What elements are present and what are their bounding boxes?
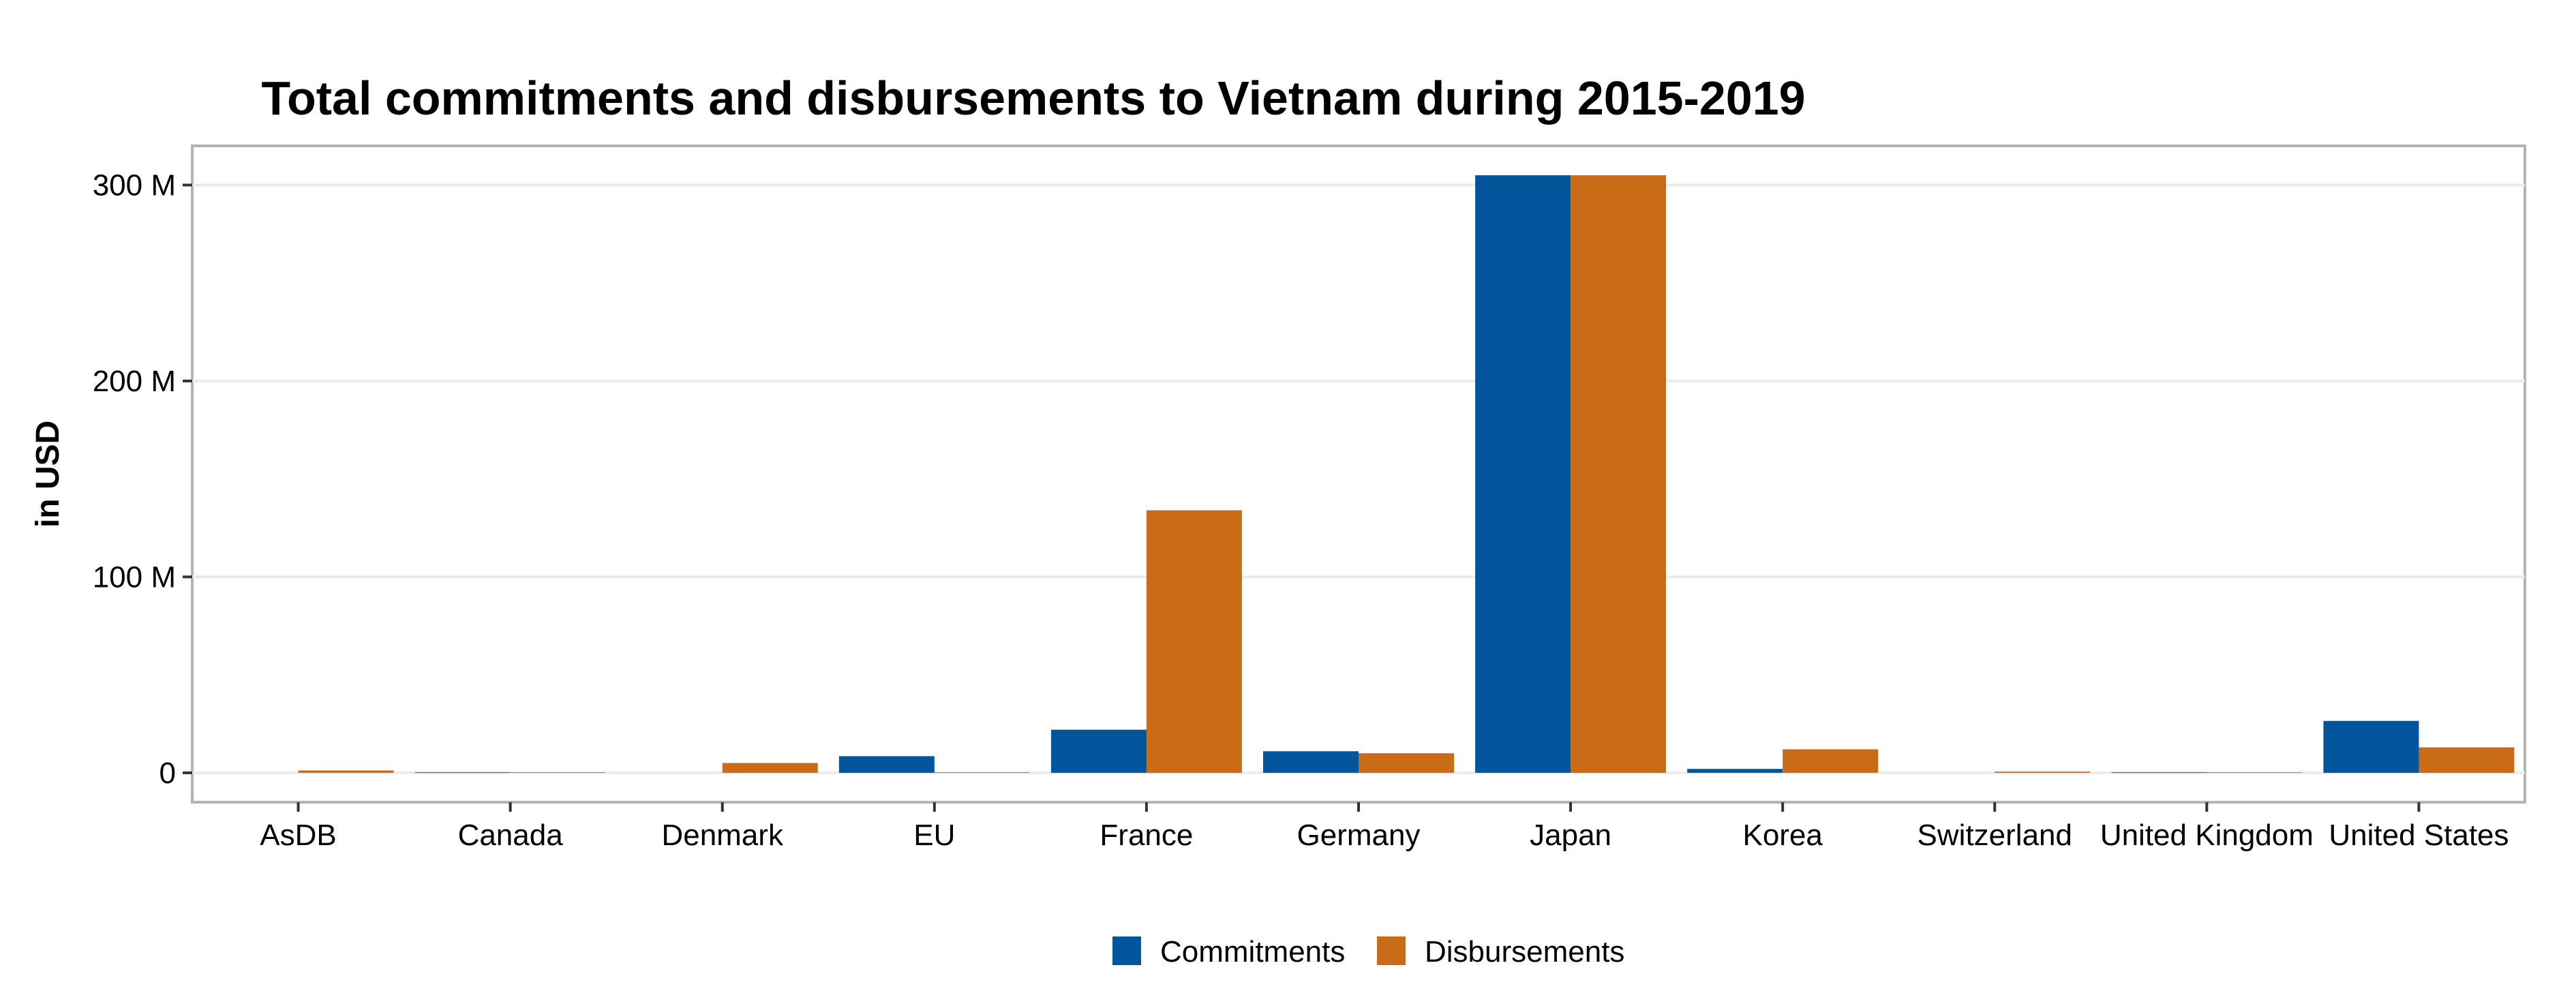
x-tick-label: United States [2329, 819, 2509, 852]
x-tick-label: Canada [458, 819, 564, 852]
bar-commitments-france [1050, 729, 1147, 773]
bar-disbursements-korea [1783, 749, 1879, 773]
y-axis: 0 100 M 200 M 300 M [93, 168, 192, 790]
x-tick-label: Germany [1297, 819, 1421, 852]
y-tick-label: 300 M [93, 168, 176, 202]
bar-disbursements-germany [1359, 753, 1454, 773]
y-axis-label: in USD [30, 421, 66, 528]
bar-disbursements-united-states [2419, 747, 2515, 773]
y-tick-label: 200 M [93, 365, 176, 398]
bar-commitments-canada [414, 772, 511, 773]
legend-swatch-commitments [1112, 936, 1141, 965]
x-axis: AsDB Canada Denmark EU France Germany Japan Kor… [260, 802, 2509, 852]
chart-title: Total commitments and disbursements to V… [261, 72, 1805, 125]
legend-swatch-disbursements [1377, 936, 1406, 965]
bar-commitments-united-states [2323, 720, 2419, 773]
legend: Commitments Disbursements [1112, 935, 1624, 969]
bar-disbursements-denmark [722, 763, 818, 773]
x-tick-label: United Kingdom [2100, 819, 2314, 852]
legend-label-commitments: Commitments [1160, 935, 1345, 969]
bar-disbursements-asdb [298, 770, 394, 773]
bar-commitments-germany [1263, 751, 1359, 773]
plot-panel [191, 144, 2526, 804]
bars [298, 175, 2515, 773]
bar-disbursements-eu [934, 772, 1030, 773]
bar-disbursements-canada [510, 772, 606, 773]
x-tick-label: EU [913, 819, 955, 852]
bar-commitments-eu [838, 756, 935, 773]
bar-commitments-japan [1475, 175, 1571, 773]
y-tick-label: 100 M [93, 560, 176, 594]
legend-label-disbursements: Disbursements [1425, 935, 1624, 969]
y-tick-label: 0 [160, 757, 176, 790]
bar-commitments-korea [1687, 769, 1783, 773]
bar-disbursements-united-kingdom [2207, 772, 2303, 773]
x-tick-label: AsDB [260, 819, 336, 852]
bar-disbursements-japan [1571, 175, 1667, 773]
x-tick-label: France [1100, 819, 1193, 852]
x-tick-label: Japan [1530, 819, 1611, 852]
bar-commitments-united-kingdom [2111, 772, 2207, 773]
x-tick-label: Denmark [661, 819, 783, 852]
x-tick-label: Switzerland [1918, 819, 2072, 852]
bar-disbursements-switzerland [1995, 772, 2091, 773]
x-tick-label: Korea [1742, 819, 1823, 852]
bar-disbursements-france [1146, 510, 1242, 773]
